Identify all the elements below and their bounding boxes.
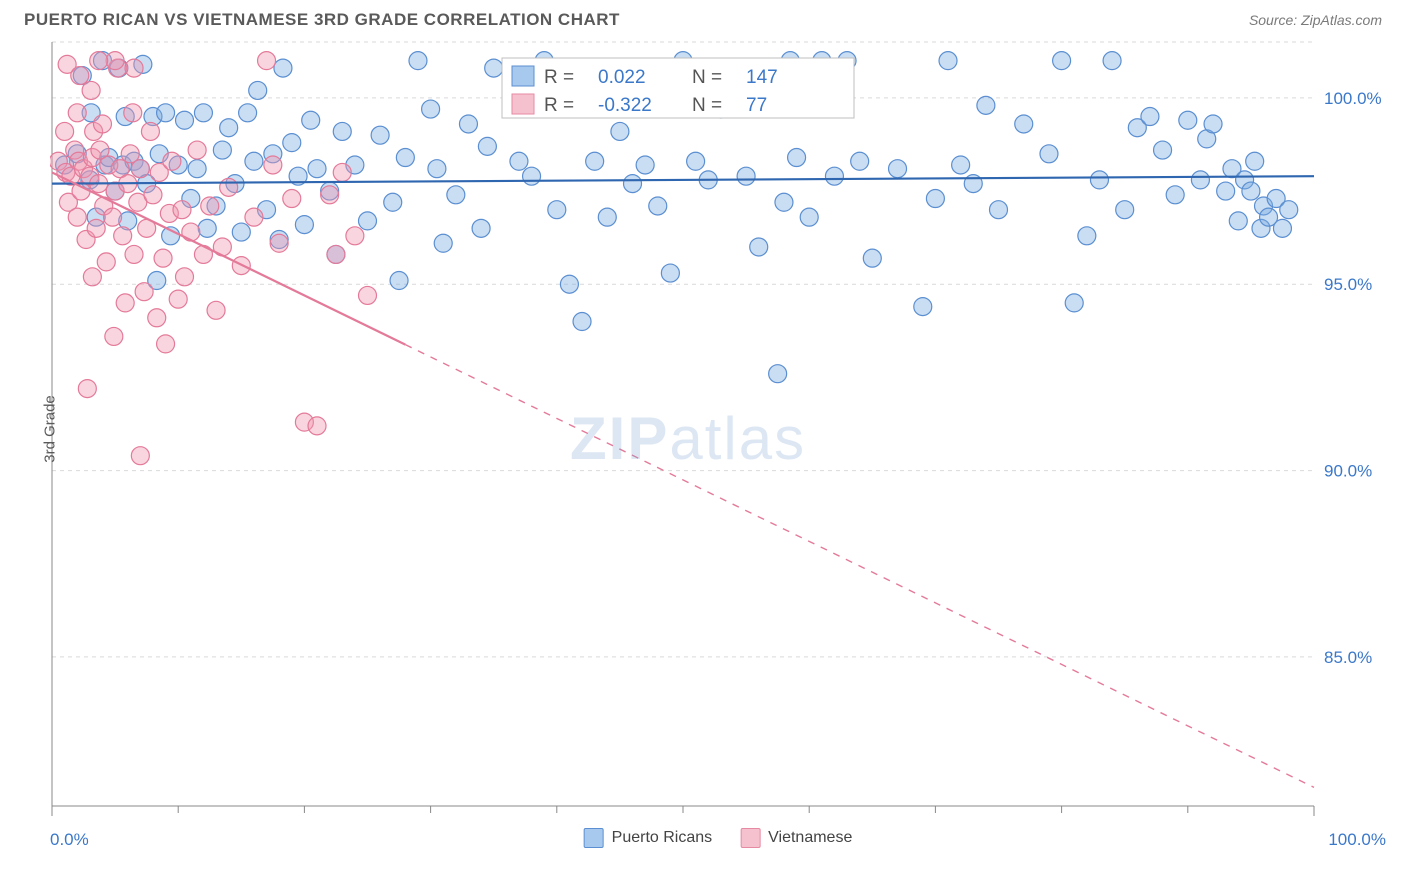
svg-text:0.022: 0.022 (598, 67, 646, 88)
svg-text:90.0%: 90.0% (1324, 462, 1372, 481)
chart-source: Source: ZipAtlas.com (1249, 12, 1382, 28)
svg-text:77: 77 (746, 95, 767, 116)
legend-bottom: Puerto Ricans Vietnamese (584, 828, 853, 848)
legend-label: Puerto Ricans (612, 829, 713, 847)
legend-item: Puerto Ricans (584, 828, 713, 848)
legend-swatch (584, 828, 604, 848)
svg-text:85.0%: 85.0% (1324, 648, 1372, 667)
svg-text:R =: R = (544, 95, 574, 116)
x-axis-max-label: 100.0% (1328, 830, 1386, 850)
y-axis-label: 3rd Grade (41, 395, 58, 463)
chart-title: PUERTO RICAN VS VIETNAMESE 3RD GRADE COR… (24, 10, 620, 30)
svg-text:R =: R = (544, 67, 574, 88)
svg-text:147: 147 (746, 67, 778, 88)
legend-item: Vietnamese (740, 828, 852, 848)
svg-text:N =: N = (692, 67, 722, 88)
x-axis-min-label: 0.0% (50, 830, 89, 850)
scatter-plot: 85.0% 90.0% 95.0% 100.0% R = 0.022 N = 147 R = -0… (50, 34, 1386, 824)
legend-label: Vietnamese (768, 829, 852, 847)
svg-text:95.0%: 95.0% (1324, 275, 1372, 294)
svg-text:-0.322: -0.322 (598, 95, 652, 116)
svg-text:100.0%: 100.0% (1324, 89, 1382, 108)
svg-text:N =: N = (692, 95, 722, 116)
legend-swatch (740, 828, 760, 848)
